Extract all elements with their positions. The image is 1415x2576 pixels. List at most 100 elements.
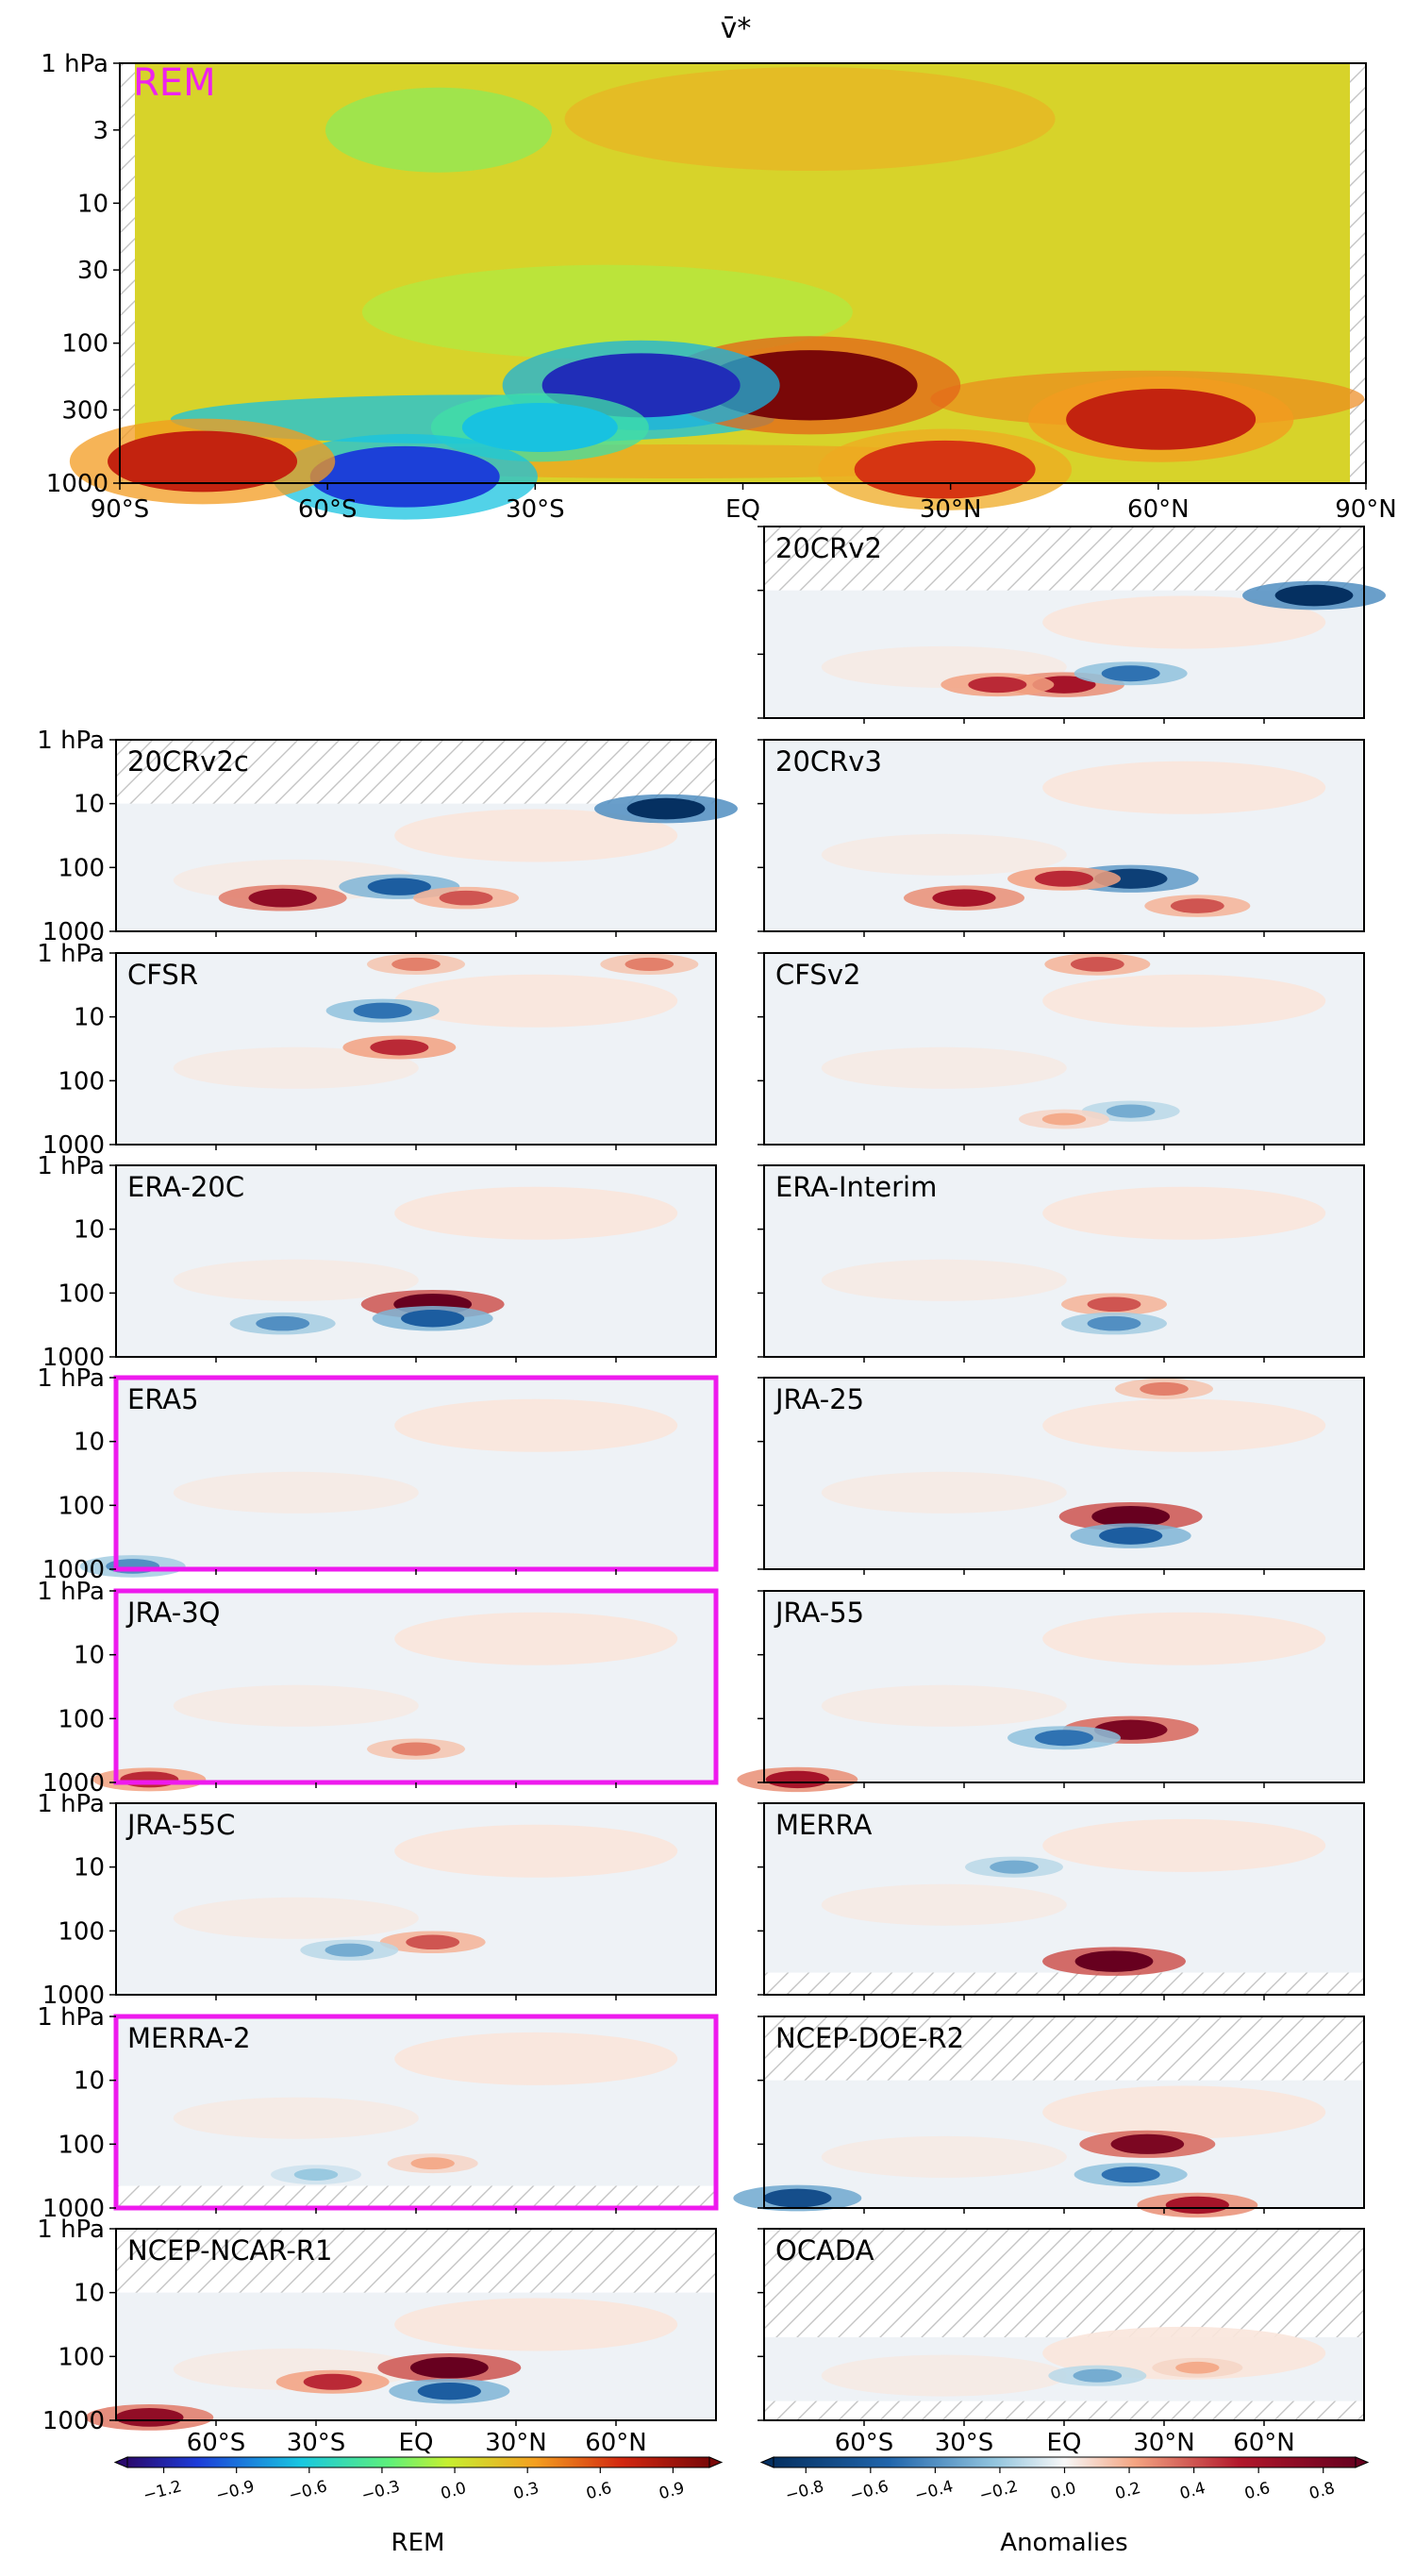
- y-tick-label: 1 hPa: [37, 1364, 105, 1393]
- panel-label: 20CRv3: [775, 745, 882, 778]
- panel-label: JRA-55C: [125, 1809, 235, 1841]
- anomaly-feature-0: [1274, 584, 1354, 607]
- field-blob: [1042, 1398, 1326, 1452]
- anomaly-feature-0: [410, 2157, 455, 2170]
- anomaly-feature-0: [1073, 2368, 1123, 2383]
- y-tick-label: 100: [58, 1067, 105, 1096]
- field-blob: [394, 2032, 678, 2085]
- y-tick-label: 1000: [42, 1131, 105, 1160]
- y-tick-label: 100: [58, 1492, 105, 1520]
- panel-jra-3q: JRA-3Q 1 hPa 10 100 1000: [37, 1578, 719, 1798]
- anomalies-colorbar-min-arrow: [759, 2456, 774, 2468]
- y-tick-label: 1000: [46, 470, 108, 498]
- x-tick-label-right: EQ: [1047, 2429, 1082, 2457]
- field-blob: [821, 1046, 1067, 1089]
- field-blob: [821, 2354, 1067, 2397]
- x-tick-label: 30°S: [506, 495, 565, 524]
- bottom-latitude-ticks: 60°S 30°S EQ 30°N 60°N 60°S 30°S EQ 30°N 60°N: [187, 2429, 1295, 2457]
- y-tick-label: 300: [61, 396, 108, 425]
- rem-panel-label: REM: [133, 61, 216, 105]
- y-tick-label: 10: [74, 1854, 105, 1882]
- colorbar-tick-label: −0.8: [783, 2477, 825, 2505]
- anomaly-feature-1: [293, 2168, 339, 2182]
- panel-merra-2: MERRA-2 1 hPa 10 100 1000: [37, 2003, 719, 2223]
- y-tick-label: 10: [74, 1642, 105, 1670]
- panel-ncep-ncar-r1: NCEP-NCAR-R1 1 hPa 10 100 1000: [37, 2216, 717, 2435]
- panel-label: JRA-3Q: [125, 1597, 220, 1629]
- anomaly-feature-3: [439, 890, 493, 906]
- x-tick-label-left: 60°N: [585, 2429, 647, 2457]
- panel-label: MERRA-2: [127, 2022, 251, 2054]
- anomaly-feature-1: [325, 1943, 375, 1957]
- anomaly-feature-2: [256, 1315, 310, 1331]
- anomaly-feature-0: [409, 2356, 489, 2379]
- anomaly-feature-3: [624, 957, 674, 972]
- colorbar-tick-label: 0.4: [1178, 2479, 1207, 2503]
- field-feature-4: [461, 402, 618, 452]
- y-tick-label: 1 hPa: [37, 1790, 105, 1818]
- panel-label: JRA-55: [774, 1597, 864, 1629]
- anomaly-feature-2: [303, 2373, 362, 2390]
- y-tick-label: 3: [92, 117, 108, 145]
- y-tick-label: 100: [58, 854, 105, 882]
- colorbar-tick-label: 0.3: [511, 2479, 541, 2503]
- anomaly-feature-1: [1106, 1104, 1156, 1118]
- x-tick-label: 60°S: [298, 495, 358, 524]
- y-tick-label: 1000: [42, 2195, 105, 2223]
- field-blob: [325, 87, 552, 173]
- anomaly-feature-1: [417, 2382, 481, 2400]
- colorbar-tick-label: −0.6: [287, 2477, 329, 2505]
- y-tick-label: 100: [61, 330, 108, 359]
- field-blob: [1042, 761, 1326, 814]
- anomalies-colorbar-max-arrow: [1355, 2456, 1370, 2468]
- field-blob: [394, 1398, 678, 1452]
- panel-label: NCEP-DOE-R2: [775, 2022, 964, 2054]
- field-blob: [173, 1259, 419, 1301]
- x-tick-label-left: 30°S: [287, 2429, 346, 2457]
- anomaly-feature-1: [1101, 2166, 1160, 2183]
- field-blob: [173, 1897, 419, 1939]
- y-tick-label: 10: [74, 2280, 105, 2308]
- panel-merra: MERRA: [757, 1802, 1365, 2000]
- y-tick-label: 1000: [42, 918, 105, 946]
- field-blob: [564, 67, 1056, 172]
- x-tick-label-left: 60°S: [187, 2429, 246, 2457]
- anomalies-colorbar-gradient: [773, 2456, 1357, 2468]
- x-tick-label-right: 30°S: [935, 2429, 994, 2457]
- field-blob: [821, 1259, 1067, 1301]
- field-blob: [821, 1883, 1067, 1926]
- field-feature-2: [854, 440, 1036, 499]
- y-tick-label: 100: [58, 1280, 105, 1308]
- anomaly-feature-2: [1035, 870, 1093, 887]
- panel-label: OCADA: [775, 2234, 874, 2267]
- field-blob: [821, 1471, 1067, 1514]
- colorbar-tick-label: 0.6: [1242, 2479, 1272, 2503]
- y-tick-label: 10: [74, 1216, 105, 1245]
- anomaly-feature-1: [391, 1742, 441, 1756]
- y-tick-label: 1 hPa: [37, 727, 105, 755]
- colorbar-tick-label: −0.3: [359, 2477, 402, 2505]
- y-tick-label: 10: [77, 190, 108, 218]
- field-blob: [1042, 1818, 1326, 1872]
- field-blob: [361, 264, 853, 360]
- anomaly-feature-0: [120, 1771, 179, 1788]
- anomaly-feature-2: [763, 2188, 832, 2208]
- anomaly-feature-2: [1140, 1381, 1189, 1397]
- panel-label: 20CRv2c: [127, 745, 249, 778]
- field-blob: [1042, 2085, 1326, 2139]
- colorbar-tick-label: 0.0: [439, 2479, 468, 2503]
- panel-jra-55c: JRA-55C 1 hPa 10 100 1000: [37, 1790, 717, 2010]
- field-blob: [821, 1684, 1067, 1727]
- y-tick-label: 1 hPa: [37, 940, 105, 968]
- panel-label: ERA5: [127, 1383, 199, 1415]
- panel-era5: ERA5 1 hPa 10 100 1000: [37, 1364, 719, 1584]
- y-tick-label: 100: [58, 1705, 105, 1733]
- panel-jra-25: JRA-25: [757, 1377, 1365, 1575]
- panel-label: ERA-20C: [127, 1171, 244, 1203]
- colorbar-tick-label: −0.9: [214, 2477, 257, 2505]
- anomaly-feature-1: [1099, 1527, 1163, 1545]
- anomaly-feature-0: [1070, 957, 1124, 972]
- x-tick-label-left: EQ: [399, 2429, 434, 2457]
